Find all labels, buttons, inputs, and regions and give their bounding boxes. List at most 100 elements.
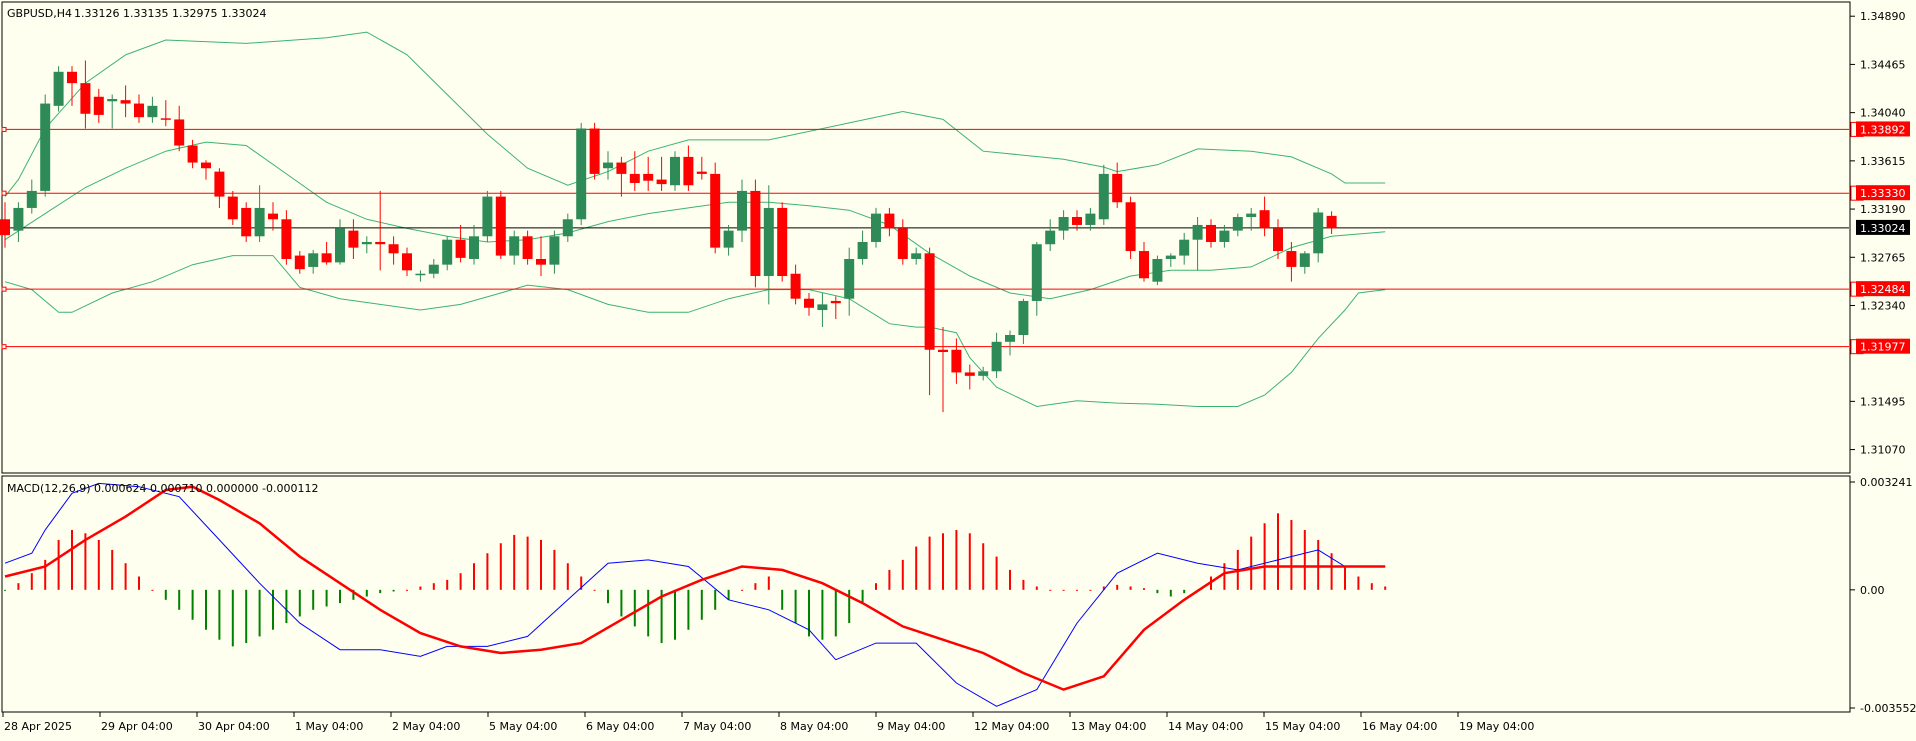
candle: [1072, 210, 1082, 231]
candle: [616, 156, 627, 197]
time-tick-label: 15 May 04:00: [1265, 720, 1340, 733]
candle: [951, 338, 962, 384]
time-tick-label: 14 May 04:00: [1168, 720, 1243, 733]
candle-body: [522, 236, 533, 259]
candle: [13, 202, 24, 242]
candle: [737, 179, 747, 242]
candle-body: [80, 83, 91, 114]
candle-body: [1085, 213, 1096, 225]
candle: [804, 293, 814, 316]
candle-body: [201, 162, 211, 169]
candle: [174, 105, 185, 152]
candle: [1139, 241, 1149, 282]
candle-body: [509, 236, 520, 256]
candle: [67, 66, 77, 106]
candle: [576, 122, 587, 225]
candle-body: [1165, 255, 1176, 259]
candle: [938, 327, 948, 413]
candle-body: [26, 190, 37, 208]
candle-body: [1018, 300, 1029, 335]
candle-body: [830, 300, 841, 304]
level-price-label: 1.31977: [1860, 341, 1906, 354]
candle-body: [951, 349, 962, 373]
candle-body: [589, 128, 600, 174]
candle: [911, 247, 922, 265]
candle-body: [241, 207, 252, 237]
candle: [978, 366, 989, 381]
candle: [1085, 207, 1096, 231]
candle-body: [1232, 217, 1243, 231]
time-tick-label: 5 May 04:00: [489, 720, 557, 733]
candle: [817, 293, 828, 328]
candle-body: [1299, 253, 1310, 267]
price-tick-label: 1.31070: [1860, 444, 1906, 457]
candle-body: [710, 173, 721, 248]
candle-body: [1206, 224, 1216, 242]
candle-body: [696, 171, 707, 174]
candle-body: [1125, 202, 1136, 252]
candle: [0, 202, 10, 248]
level-price-label: 1.33330: [1860, 187, 1906, 200]
time-axis: 28 Apr 2025 29 Apr 04:00 30 Apr 04:00 1 May…: [2, 712, 1534, 733]
candle-body: [777, 207, 788, 277]
level-price-label-bg: [1856, 121, 1910, 137]
candle-body: [790, 273, 801, 299]
candle-body: [804, 298, 814, 308]
candle: [562, 213, 573, 242]
candle: [93, 88, 104, 123]
candle: [1058, 210, 1069, 240]
candle: [455, 224, 466, 263]
candle: [1125, 196, 1136, 259]
macd-tick-label: -0.003552: [1860, 702, 1916, 715]
candle: [1299, 251, 1310, 274]
candle: [1152, 255, 1163, 286]
level-anchor: [1, 190, 7, 196]
candle: [227, 190, 238, 225]
candle-body: [268, 213, 278, 220]
candle-body: [348, 230, 359, 248]
candle: [80, 60, 91, 129]
candle: [536, 236, 546, 277]
candle: [1273, 219, 1283, 259]
candle-body: [1273, 228, 1283, 252]
candle-body: [1045, 230, 1056, 245]
candle: [1313, 207, 1324, 263]
candle: [294, 251, 305, 274]
candle: [308, 249, 319, 274]
candle-body: [1072, 217, 1082, 225]
candle-body: [978, 371, 989, 376]
candle: [603, 151, 613, 180]
candle-body: [924, 253, 935, 350]
candle: [670, 151, 680, 191]
macd-indicator: [4, 482, 1387, 707]
time-tick-label: 13 May 04:00: [1071, 720, 1146, 733]
candle-body: [549, 236, 560, 265]
candle-body: [1219, 230, 1230, 242]
chart-title: GBPUSD,H4: [7, 7, 72, 20]
candle: [723, 224, 734, 256]
candle-body: [455, 239, 466, 258]
level-price-label-bg: [1856, 338, 1910, 354]
time-tick-label: 2 May 04:00: [392, 720, 460, 733]
candle: [777, 202, 788, 282]
level-price-label-bg: [1856, 185, 1910, 201]
price-tick-label: 1.33190: [1860, 203, 1906, 216]
candle: [710, 162, 721, 254]
candle-body: [321, 253, 332, 263]
candle: [964, 364, 975, 390]
current-price-label-bg: [1856, 219, 1910, 235]
level-anchor: [1, 344, 7, 350]
candle: [1045, 219, 1056, 252]
candle: [482, 190, 493, 242]
candle: [147, 96, 158, 123]
candle-body: [254, 207, 265, 237]
macd-tick-label: 0.003241: [1860, 476, 1913, 489]
macd-tick-label: 0.00: [1860, 584, 1885, 597]
time-tick-label: 19 May 04:00: [1459, 720, 1534, 733]
candle: [321, 241, 332, 265]
candle: [1246, 207, 1257, 231]
bollinger-bands: [4, 31, 1386, 408]
level-anchor: [1, 126, 7, 132]
